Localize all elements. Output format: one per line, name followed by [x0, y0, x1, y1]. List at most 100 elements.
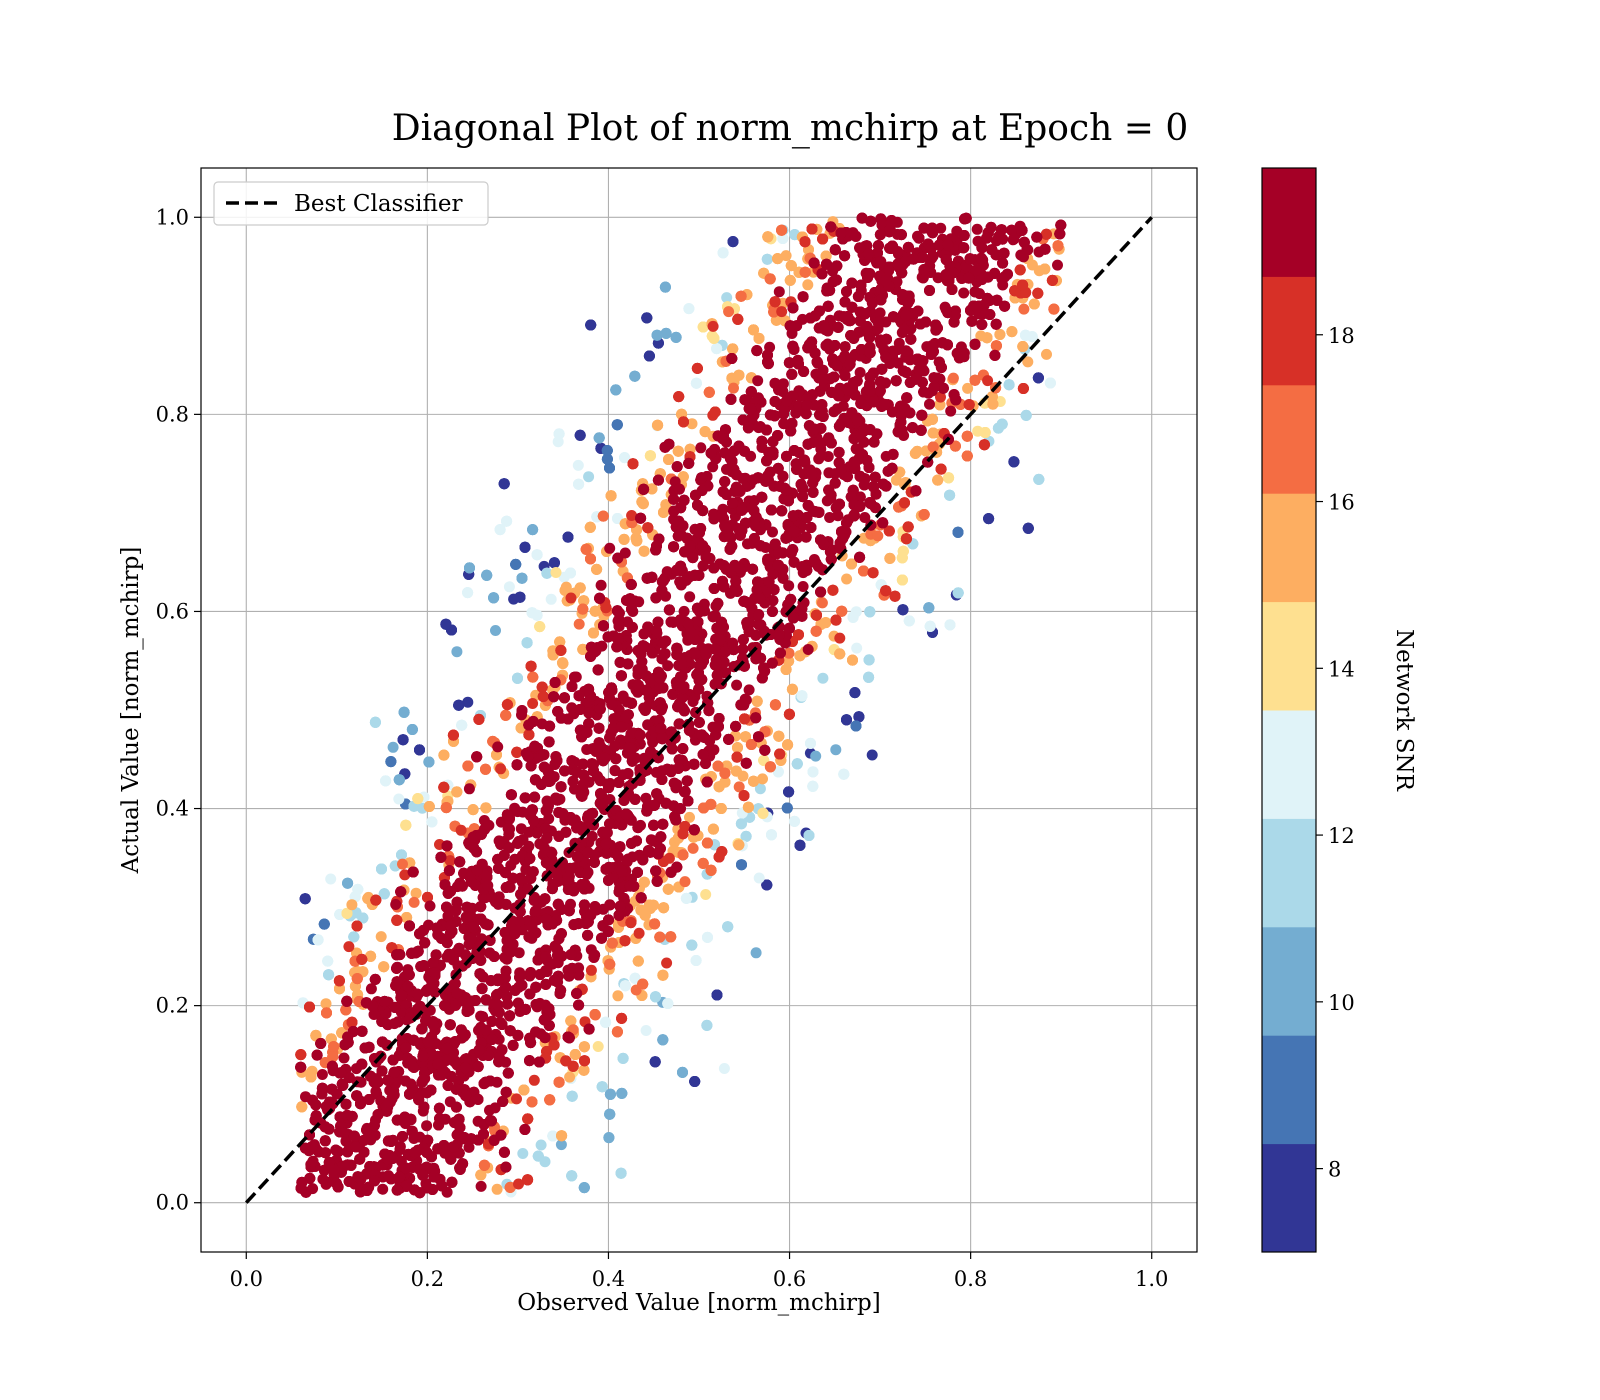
scatter-point [387, 1054, 399, 1066]
scatter-point [740, 830, 752, 842]
scatter-point [846, 558, 857, 570]
scatter-point [440, 618, 452, 630]
scatter-point [761, 253, 773, 265]
scatter-point [525, 660, 537, 672]
scatter-point [500, 1161, 512, 1173]
scatter-point [896, 574, 908, 586]
scatter-point [462, 696, 474, 708]
scatter-point [501, 515, 513, 527]
scatter-point [849, 687, 861, 699]
scatter-point [1017, 279, 1029, 291]
scatter-point [615, 670, 627, 682]
scatter-point [899, 497, 910, 509]
scatter-point [772, 253, 784, 265]
scatter-point [789, 815, 800, 827]
scatter-point [768, 306, 780, 318]
scatter-point [516, 572, 528, 584]
scatter-point [739, 713, 750, 725]
scatter-point [511, 1093, 522, 1105]
scatter-point [478, 1159, 490, 1171]
scatter-point [522, 1174, 534, 1186]
scatter-point [397, 858, 408, 870]
scatter-point [375, 931, 387, 943]
scatter-point [711, 343, 723, 355]
scatter-point [601, 453, 613, 465]
scatter-point [500, 709, 512, 721]
scatter-point [488, 592, 500, 604]
scatter-point [687, 842, 699, 854]
scatter-point [473, 1024, 484, 1036]
scatter-point [867, 567, 879, 579]
scatter-point [923, 602, 935, 614]
scatter-point [733, 781, 745, 793]
scatter-point [776, 224, 788, 236]
scatter-point [559, 692, 570, 704]
scatter-point [932, 474, 944, 486]
scatter-point [640, 1025, 652, 1036]
scatter-point [393, 774, 405, 786]
scatter-point [806, 223, 818, 235]
scatter-point [944, 619, 956, 631]
scatter-point [495, 763, 507, 775]
scatter-point [578, 595, 590, 607]
scatter-point [660, 327, 672, 339]
scatter-point [583, 1023, 595, 1035]
scatter-point [611, 1026, 623, 1038]
scatter-point [565, 567, 576, 579]
scatter-point [606, 937, 618, 949]
scatter-point [638, 628, 650, 640]
scatter-point [398, 706, 410, 718]
scatter-point [585, 319, 597, 331]
scatter-point [397, 734, 409, 746]
chart-title: Diagonal Plot of norm_mchirp at Epoch = … [392, 108, 1189, 149]
scatter-point [683, 303, 695, 315]
scatter-point [962, 382, 974, 394]
scatter-point [817, 672, 829, 684]
scatter-point [769, 296, 781, 308]
scatter-point [564, 1071, 576, 1083]
scatter-point [678, 494, 690, 506]
scatter-point [604, 1088, 616, 1100]
scatter-point [707, 320, 719, 332]
scatter-point [810, 625, 822, 637]
scatter-point [735, 290, 747, 302]
scatter-point [521, 637, 533, 649]
scatter-point [423, 801, 435, 812]
scatter-point [820, 617, 832, 629]
scatter-point [537, 691, 549, 702]
scatter-point [387, 741, 399, 753]
scatter-point [451, 646, 463, 658]
scatter-point [643, 350, 655, 362]
scatter-point [507, 1039, 519, 1051]
scatter-point [322, 955, 334, 967]
scatter-point [990, 340, 1002, 352]
scatter-point [545, 593, 557, 605]
scatter-point [523, 729, 535, 741]
scatter-point [412, 793, 424, 805]
scatter-point [717, 247, 729, 259]
scatter-point [578, 1041, 590, 1053]
scatter-point [548, 557, 560, 569]
scatter-point [802, 279, 814, 291]
scatter-point [565, 1015, 577, 1027]
scatter-point [829, 244, 841, 256]
scatter-point [580, 543, 592, 555]
scatter-point [807, 780, 819, 792]
scatter-point [728, 382, 739, 394]
scatter-point [585, 553, 596, 565]
scatter-point [426, 816, 438, 828]
scatter-point [773, 730, 785, 742]
scatter-point [751, 345, 763, 357]
scatter-point [552, 898, 564, 910]
scatter-point [850, 720, 862, 732]
scatter-point [677, 849, 689, 861]
scatter-point [414, 744, 425, 756]
scatter-point [780, 664, 792, 675]
scatter-point [592, 1041, 604, 1052]
scatter-point [722, 921, 734, 933]
scatter-point [637, 978, 649, 990]
scatter-point [786, 683, 798, 695]
scatter-point [352, 883, 364, 895]
scatter-point [528, 1074, 540, 1086]
